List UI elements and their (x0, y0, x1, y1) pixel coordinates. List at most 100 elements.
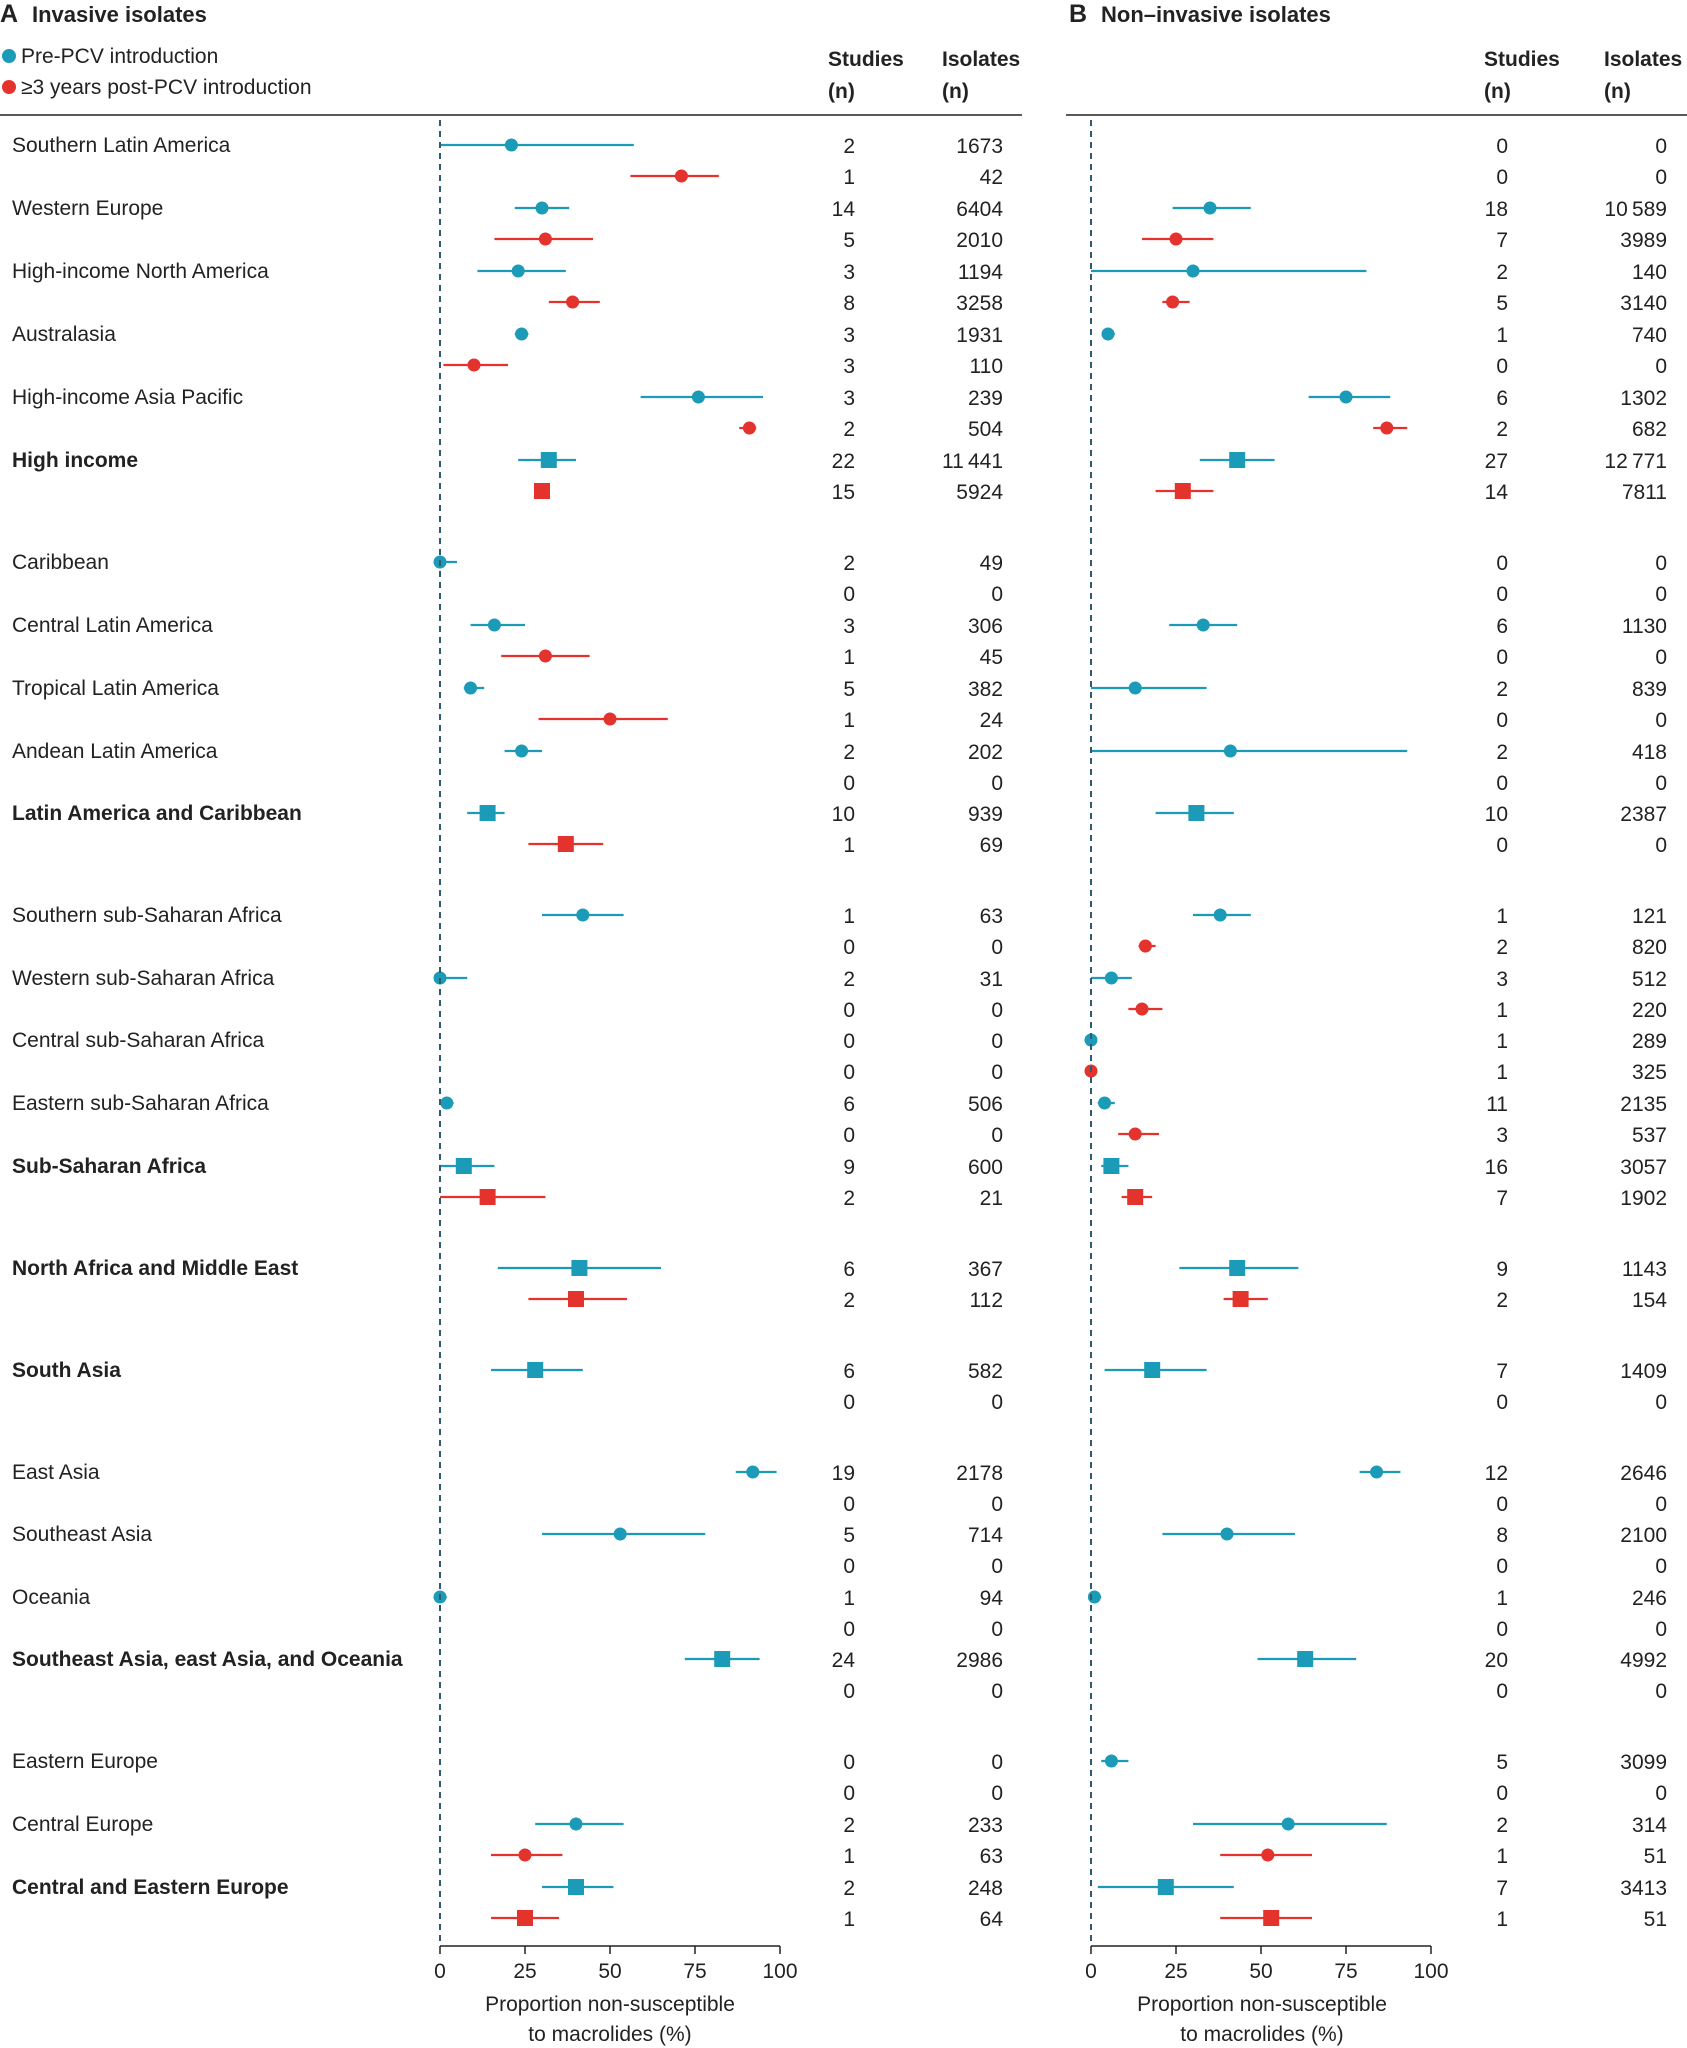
studies-count: 1 (843, 709, 855, 732)
pooled-estimate-marker (1127, 1189, 1144, 1205)
pooled-estimate-marker (1103, 1158, 1120, 1174)
point-estimate-marker (1196, 618, 1210, 632)
studies-count: 2 (843, 1289, 855, 1312)
point-estimate-marker (515, 327, 529, 341)
studies-count: 1 (1496, 1845, 1508, 1868)
studies-count: 0 (843, 1782, 855, 1805)
studies-count: 2 (1496, 418, 1508, 441)
studies-count: 15 (832, 481, 855, 504)
isolates-count: 2100 (1620, 1524, 1667, 1547)
point-estimate-marker (487, 618, 501, 632)
isolates-count: 537 (1632, 1124, 1667, 1147)
isolates-count: 0 (991, 1061, 1003, 1084)
point-estimate-marker (1339, 390, 1353, 404)
studies-count: 3 (1496, 968, 1508, 991)
isolates-count: 0 (1655, 166, 1667, 189)
studies-count: 22 (832, 450, 855, 473)
pooled-estimate-marker (1297, 1651, 1314, 1667)
studies-count: 0 (1496, 1618, 1508, 1641)
pooled-estimate-marker (1144, 1362, 1161, 1378)
studies-count: 6 (1496, 615, 1508, 638)
isolates-count: 94 (980, 1587, 1004, 1610)
pooled-estimate-marker (568, 1291, 584, 1307)
studies-count: 0 (1496, 646, 1508, 669)
isolates-count: 2986 (956, 1649, 1003, 1672)
x-tick-label: 75 (683, 1960, 706, 1983)
region-label: High income (12, 449, 138, 472)
studies-count: 0 (1496, 552, 1508, 575)
pooled-estimate-marker (1174, 483, 1191, 499)
isolates-count: 504 (968, 418, 1003, 441)
studies-count: 0 (1496, 355, 1508, 378)
panel-a-studies-header: Studies (828, 48, 904, 71)
isolates-count: 24 (980, 709, 1004, 732)
isolates-count: 1143 (1622, 1258, 1667, 1281)
studies-count: 2 (843, 1187, 855, 1210)
region-label: Australasia (12, 323, 116, 346)
pooled-estimate-marker (479, 805, 496, 821)
point-estimate-marker (691, 390, 705, 404)
pooled-estimate-marker (527, 1362, 544, 1378)
studies-count: 1 (1496, 905, 1508, 928)
studies-count: 0 (1496, 1555, 1508, 1578)
studies-count: 1 (1496, 999, 1508, 1022)
point-estimate-marker (464, 681, 478, 695)
x-tick-label: 50 (598, 1960, 621, 1983)
isolates-count: 382 (968, 678, 1003, 701)
studies-count: 0 (843, 1061, 855, 1084)
region-label: Sub-Saharan Africa (12, 1155, 206, 1178)
region-label: Western Europe (12, 197, 163, 220)
point-estimate-marker (1203, 201, 1217, 215)
isolates-count: 306 (968, 615, 1003, 638)
studies-count: 8 (1496, 1524, 1508, 1547)
panel-b-title: Non–invasive isolates (1101, 2, 1331, 27)
isolates-count: 202 (968, 741, 1003, 764)
studies-count: 2 (1496, 1814, 1508, 1837)
isolates-count: 714 (968, 1524, 1003, 1547)
pooled-estimate-marker (1229, 452, 1246, 468)
isolates-count: 3140 (1620, 292, 1667, 315)
studies-count: 3 (843, 261, 855, 284)
isolates-count: 0 (1655, 772, 1667, 795)
studies-count: 0 (843, 1618, 855, 1641)
isolates-count: 63 (980, 1845, 1003, 1868)
region-label: Southern sub-Saharan Africa (12, 904, 282, 927)
studies-count: 1 (843, 166, 855, 189)
region-label: Latin America and Caribbean (12, 802, 302, 825)
isolates-count: 112 (970, 1289, 1003, 1312)
isolates-count: 0 (1655, 1555, 1667, 1578)
panel-a-isolates-unit: (n) (942, 80, 969, 103)
isolates-count: 239 (968, 387, 1003, 410)
isolates-count: 0 (1655, 646, 1667, 669)
isolates-count: 42 (980, 166, 1003, 189)
isolates-count: 1673 (956, 135, 1003, 158)
x-tick-label: 50 (1249, 1960, 1272, 1983)
isolates-count: 220 (1632, 999, 1667, 1022)
isolates-count: 0 (991, 1124, 1003, 1147)
isolates-count: 0 (1655, 583, 1667, 606)
studies-count: 5 (843, 229, 855, 252)
pooled-estimate-marker (534, 483, 550, 499)
x-tick-label: 25 (513, 1960, 536, 1983)
pooled-estimate-marker (455, 1158, 472, 1174)
studies-count: 1 (1496, 1030, 1508, 1053)
studies-count: 1 (1496, 1587, 1508, 1610)
studies-count: 2 (843, 418, 855, 441)
point-estimate-marker (535, 201, 549, 215)
point-estimate-marker (576, 908, 590, 922)
legend: Pre-PCV introduction ≥3 years post-PCV i… (2, 45, 312, 99)
isolates-count: 2387 (1620, 803, 1667, 826)
isolates-count: 51 (1644, 1845, 1667, 1868)
isolates-count: 0 (1655, 709, 1667, 732)
isolates-count: 3989 (1620, 229, 1667, 252)
pooled-estimate-marker (1157, 1879, 1174, 1895)
isolates-count: 512 (1632, 968, 1667, 991)
isolates-count: 367 (968, 1258, 1003, 1281)
studies-count: 5 (843, 1524, 855, 1547)
pooled-estimate-marker (1188, 805, 1205, 821)
isolates-count: 0 (991, 1782, 1003, 1805)
isolates-count: 3099 (1620, 1751, 1667, 1774)
isolates-count: 2010 (956, 229, 1003, 252)
point-estimate-marker (603, 712, 617, 726)
region-label: Central sub-Saharan Africa (12, 1029, 264, 1052)
